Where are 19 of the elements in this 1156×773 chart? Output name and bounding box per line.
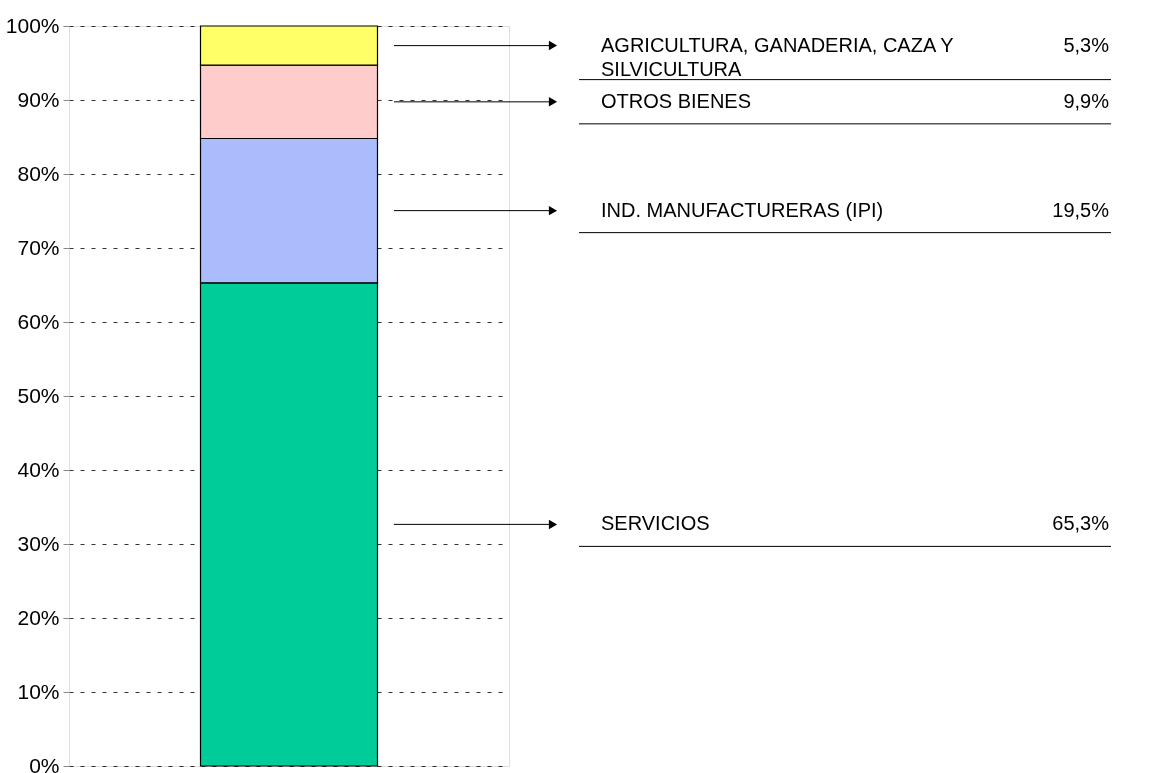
y-tick-label: 30%: [17, 531, 60, 555]
y-tick-label: 40%: [17, 457, 60, 481]
y-tick-label: 90%: [17, 87, 60, 111]
text: IND. MANUFACTURERAS (IPI): [601, 198, 884, 221]
y-tick-label: 10%: [17, 679, 60, 703]
text: 5,3%: [1063, 33, 1110, 56]
text: 19,5%: [1052, 198, 1110, 221]
y-tick-label: 20%: [17, 605, 60, 629]
text: 65,3%: [1052, 512, 1110, 535]
text: OTROS BIENES: [601, 89, 752, 112]
y-tick-label: 100%: [5, 13, 60, 37]
y-tick-label: 60%: [17, 309, 60, 333]
y-tick-label: 80%: [17, 161, 60, 185]
y-tick-label: 50%: [17, 383, 60, 407]
text: 9,9%: [1063, 89, 1110, 112]
text: AGRICULTURA, GANADERIA, CAZA Y SILVICULTURA: [601, 33, 954, 80]
y-tick-label: 70%: [17, 235, 60, 259]
text: SERVICIOS: [601, 512, 710, 535]
y-tick-label: 0%: [29, 753, 60, 773]
